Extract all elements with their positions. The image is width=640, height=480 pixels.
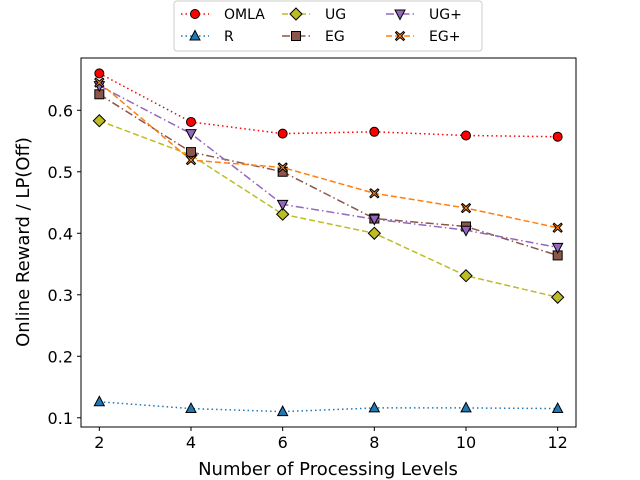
data-point-eg <box>186 147 196 158</box>
data-point-r <box>551 401 564 414</box>
legend: OMLA R UG EG UG+ EG+ <box>173 0 483 52</box>
x-tick-label: 12 <box>547 433 567 452</box>
data-point-ug <box>550 290 565 304</box>
data-point-ug-plus <box>460 225 472 237</box>
series-line-r <box>99 401 558 413</box>
y-tick-label: 0.1 <box>48 409 73 428</box>
legend-label-ug: UG <box>325 7 346 23</box>
legend-label-ug-plus: UG+ <box>429 7 462 23</box>
legend-label-omla: OMLA <box>224 7 265 23</box>
series-line-ug-plus <box>98 85 558 249</box>
y-tick-label: 0.6 <box>48 101 73 120</box>
series-line-eg <box>98 93 558 257</box>
data-point-r <box>460 401 472 413</box>
data-point-eg-plus <box>277 162 288 173</box>
data-point-ug <box>459 269 473 283</box>
x-tick-label: 2 <box>94 433 104 452</box>
data-point-ug-plus <box>276 199 289 211</box>
data-point-ug <box>367 226 382 240</box>
data-point-eg-plus <box>94 77 105 88</box>
data-point-ug <box>275 207 290 221</box>
data-point-ug-plus <box>551 242 564 254</box>
series-line-ug <box>99 120 558 298</box>
data-point-r <box>368 401 381 413</box>
x-ticks: 2 4 6 8 10 12 <box>94 427 568 452</box>
data-point-ug-plus <box>368 214 381 226</box>
plot-frame <box>80 57 577 428</box>
legend-label-r: R <box>224 29 234 45</box>
data-point-omla <box>94 68 105 79</box>
legend-marker-ug-plus <box>394 9 406 21</box>
y-axis-label: Online Reward / LP(Off) <box>13 137 34 347</box>
series-layer <box>92 68 565 417</box>
data-point-omla <box>369 126 380 137</box>
data-point-eg-plus <box>460 202 472 214</box>
y-tick-label: 0.2 <box>48 347 73 366</box>
data-point-r <box>93 395 106 407</box>
legend-marker-eg <box>291 31 301 41</box>
y-tick-label: 0.5 <box>48 163 73 182</box>
series-line-omla <box>98 72 558 138</box>
x-tick-label: 6 <box>278 433 288 452</box>
x-tick-label: 8 <box>369 433 379 452</box>
data-point-omla <box>552 131 563 142</box>
data-point-omla <box>277 128 288 139</box>
y-ticks: 0.1 0.2 0.3 0.4 0.5 0.6 <box>48 101 81 428</box>
y-tick-label: 0.4 <box>48 224 73 243</box>
x-tick-label: 10 <box>456 433 476 452</box>
legend-label-eg-plus: EG+ <box>429 29 460 45</box>
legend-marker-omla <box>190 9 200 19</box>
legend-label-eg: EG <box>325 29 345 45</box>
data-point-r <box>276 405 289 417</box>
data-point-eg-plus <box>552 222 563 233</box>
data-point-r <box>185 401 197 414</box>
y-tick-label: 0.3 <box>48 286 73 305</box>
data-point-eg-plus <box>369 188 380 199</box>
series-line-eg-plus <box>98 82 558 229</box>
data-point-ug <box>92 114 107 128</box>
data-point-ug-plus <box>185 129 197 141</box>
x-tick-label: 4 <box>186 433 196 452</box>
x-axis-label: Number of Processing Levels <box>198 459 458 480</box>
data-point-omla <box>461 130 471 141</box>
legend-marker-r <box>189 29 201 41</box>
data-point-omla <box>186 116 196 127</box>
legend-marker-eg-plus <box>394 30 406 42</box>
legend-marker-ug <box>289 7 303 21</box>
data-point-eg-plus <box>185 154 197 166</box>
